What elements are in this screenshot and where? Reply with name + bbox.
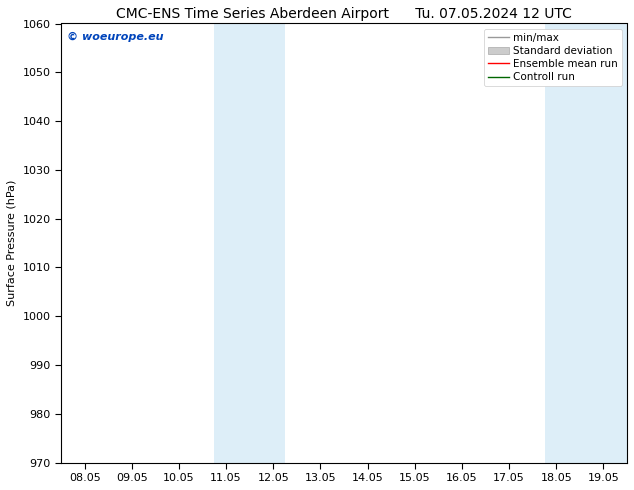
- Text: © woeurope.eu: © woeurope.eu: [67, 32, 163, 42]
- Bar: [214, 24, 285, 463]
- Title: CMC-ENS Time Series Aberdeen Airport      Tu. 07.05.2024 12 UTC: CMC-ENS Time Series Aberdeen Airport Tu.…: [116, 7, 572, 21]
- Bar: [545, 24, 627, 463]
- Y-axis label: Surface Pressure (hPa): Surface Pressure (hPa): [7, 180, 17, 306]
- Legend: min/max, Standard deviation, Ensemble mean run, Controll run: min/max, Standard deviation, Ensemble me…: [484, 29, 622, 86]
